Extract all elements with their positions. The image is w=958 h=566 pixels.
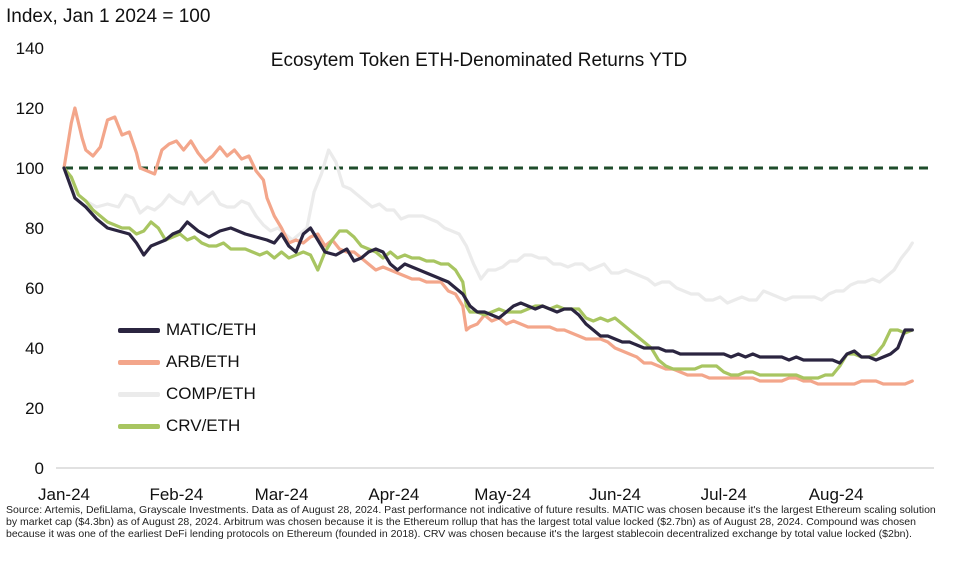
y-tick-label: 20 (25, 399, 44, 418)
legend-item-arb: ARB/ETH (118, 346, 256, 378)
series-line-crv (62, 166, 914, 380)
legend-label-crv: CRV/ETH (166, 416, 241, 435)
y-tick-label: 0 (35, 459, 44, 478)
y-axis-title: Index, Jan 1 2024 = 100 (6, 6, 211, 27)
series-line-matic (62, 166, 914, 365)
y-tick-label: 60 (25, 279, 44, 298)
y-tick-label: 80 (25, 219, 44, 238)
y-tick-label: 120 (16, 99, 44, 118)
legend-swatch-comp (118, 391, 160, 397)
legend-swatch-matic (118, 327, 160, 333)
series-line-comp (62, 148, 914, 305)
x-tick-label: Jun-24 (589, 485, 641, 504)
legend-label-comp: COMP/ETH (166, 384, 256, 403)
y-tick-label: 140 (16, 39, 44, 58)
x-tick-label: May-24 (474, 485, 531, 504)
y-tick-label: 100 (16, 159, 44, 178)
x-tick-label: Feb-24 (149, 485, 203, 504)
chart-title: Ecosytem Token ETH-Denominated Returns Y… (270, 50, 688, 71)
legend-item-crv: CRV/ETH (118, 410, 256, 442)
legend-label-arb: ARB/ETH (166, 352, 240, 371)
y-tick-label: 40 (25, 339, 44, 358)
x-tick-label: Jul-24 (701, 485, 747, 504)
legend-item-matic: MATIC/ETH (118, 314, 256, 346)
source-note: Source: Artemis, DefiLlama, Grayscale In… (6, 504, 936, 540)
legend: MATIC/ETH ARB/ETH COMP/ETH CRV/ETH (118, 314, 256, 442)
x-tick-label: Apr-24 (368, 485, 419, 504)
legend-item-comp: COMP/ETH (118, 378, 256, 410)
x-tick-label: Jan-24 (38, 485, 90, 504)
legend-swatch-arb (118, 359, 160, 365)
x-tick-label: Aug-24 (809, 485, 864, 504)
legend-label-matic: MATIC/ETH (166, 320, 257, 339)
x-tick-label: Mar-24 (255, 485, 309, 504)
legend-swatch-crv (118, 423, 160, 429)
series-line-arb (62, 106, 914, 386)
